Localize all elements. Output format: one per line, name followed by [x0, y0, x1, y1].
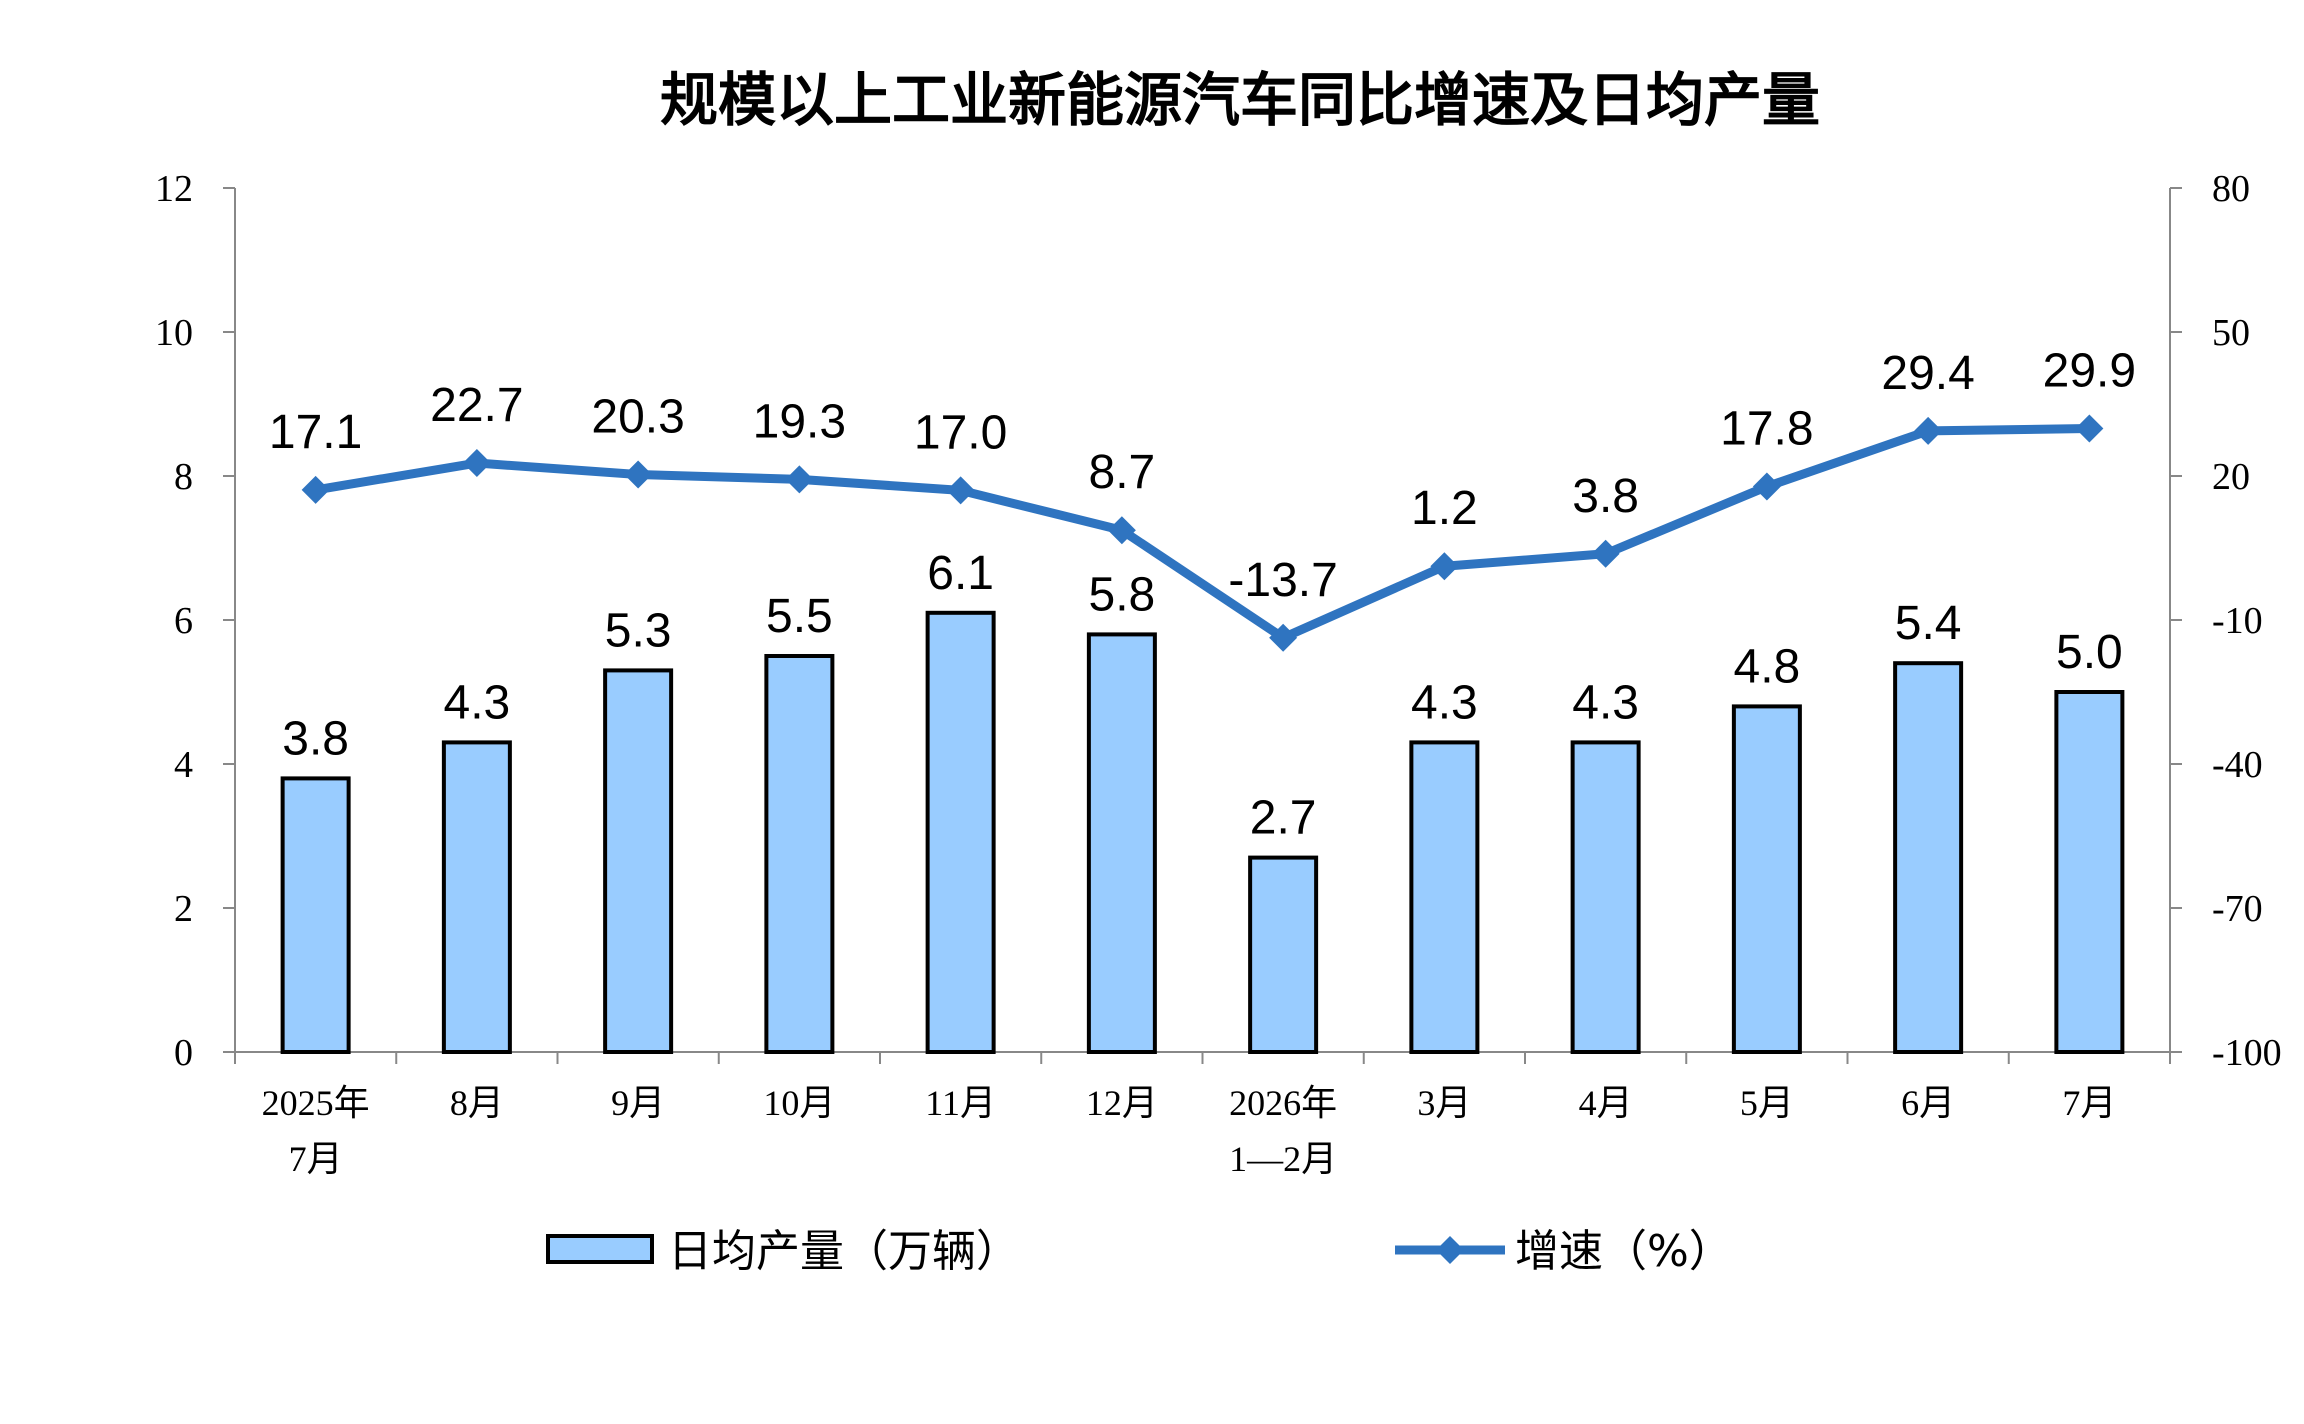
line-data-label: -13.7 [1228, 554, 1337, 607]
x-category-label: 2026年 [1229, 1083, 1337, 1123]
x-category-label: 11月 [925, 1083, 996, 1123]
line-point-marker [1914, 416, 1943, 445]
bar [2054, 690, 2125, 1054]
y-right-tick-label: -40 [2212, 744, 2263, 786]
bar [280, 776, 351, 1055]
data-labels: 3.8 4.3 5.3 5.5 6.1 5.8 2.7 4.3 4.3 4.8 5.4 5.0 17.1… [269, 344, 2136, 844]
y-left-tick-label: 4 [174, 744, 193, 786]
line-data-label: 22.7 [430, 379, 523, 432]
y-left-tick-label: 12 [155, 168, 193, 210]
bar-data-label: 4.3 [1411, 676, 1478, 729]
line-data-label: 8.7 [1089, 446, 1156, 499]
line-data-label: 29.4 [1881, 347, 1974, 400]
y-left-tick-label: 8 [174, 456, 193, 498]
line-point-marker [2075, 414, 2104, 443]
x-category-label: 7月 [2062, 1083, 2116, 1123]
line-point-marker [1107, 516, 1136, 545]
bar [1409, 740, 1480, 1055]
bar-series [280, 610, 2125, 1055]
bar [603, 668, 674, 1055]
bar-data-label: 5.0 [2056, 626, 2123, 679]
bar [764, 654, 835, 1054]
y-left-tick-label: 0 [174, 1032, 193, 1074]
line-data-label: 17.0 [914, 406, 1007, 459]
y-left-tick-label: 10 [155, 312, 193, 354]
bar [1248, 855, 1319, 1054]
x-category-label: 12月 [1086, 1083, 1158, 1123]
line-point-marker [462, 449, 491, 478]
x-category-label: 3月 [1417, 1083, 1471, 1123]
bar [1086, 632, 1157, 1055]
line-series [301, 414, 2104, 652]
line-point-marker [1591, 539, 1620, 568]
line-data-label: 20.3 [591, 391, 684, 444]
bar-data-label: 5.3 [605, 604, 672, 657]
x-category-label: 1—2月 [1229, 1139, 1337, 1179]
line-point-marker [785, 465, 814, 494]
x-category-label: 4月 [1579, 1083, 1633, 1123]
x-category-label: 9月 [611, 1083, 665, 1123]
line-data-label: 17.8 [1720, 403, 1813, 456]
bar-data-label: 5.4 [1895, 597, 1962, 650]
line-data-label: 1.2 [1411, 482, 1478, 535]
bar [1731, 704, 1802, 1055]
bar-data-label: 4.8 [1734, 640, 1801, 693]
x-category-label: 10月 [763, 1083, 835, 1123]
bar [441, 740, 512, 1055]
x-category-label: 8月 [450, 1083, 504, 1123]
y-left-tick-label: 6 [174, 600, 193, 642]
line-data-label: 19.3 [753, 395, 846, 448]
line-point-marker [946, 476, 975, 505]
line-point-marker [1752, 472, 1781, 501]
line-point-marker [1430, 552, 1459, 581]
bar-data-label: 5.5 [766, 590, 833, 643]
line-point-marker [1269, 623, 1298, 652]
bar-data-label: 3.8 [282, 712, 349, 765]
legend-bar-label: 日均产量（万辆） [668, 1226, 1020, 1277]
bar-data-label: 5.8 [1089, 568, 1156, 621]
y-right-tick-label: 50 [2212, 312, 2250, 354]
chart-title: 规模以上工业新能源汽车同比增速及日均产量 [660, 66, 1820, 134]
y-right-tick-label: -100 [2212, 1032, 2282, 1074]
y-right-tick-label: -10 [2212, 600, 2263, 642]
y-right-tick-label: 80 [2212, 168, 2250, 210]
y-right-tick-label: -70 [2212, 888, 2263, 930]
bar-data-label: 4.3 [1572, 676, 1639, 729]
x-category-label: 5月 [1740, 1083, 1794, 1123]
bar-data-label: 4.3 [444, 676, 511, 729]
line-data-label: 17.1 [269, 406, 362, 459]
bar-data-label: 6.1 [927, 547, 994, 600]
line-data-label: 3.8 [1572, 470, 1639, 523]
legend: 日均产量（万辆） 增速（%） [546, 1226, 1733, 1277]
x-category-label: 7月 [289, 1139, 343, 1179]
axes: 0 2 4 6 8 10 12 -100 -70 -40 -10 20 50 80 2025年 7月 8月 9月 1… [155, 168, 2282, 1179]
bar [925, 610, 996, 1054]
legend-line-label: 增速（%） [1515, 1226, 1733, 1277]
y-right-tick-label: 20 [2212, 456, 2250, 498]
legend-bar-swatch [546, 1234, 654, 1264]
x-category-label: 2025年 [262, 1083, 370, 1123]
line-point-marker [624, 460, 653, 489]
y-left-tick-label: 2 [174, 888, 193, 930]
line-data-label: 29.9 [2043, 344, 2136, 397]
bar [1570, 740, 1641, 1055]
line-point-marker [301, 475, 330, 504]
bar [1893, 661, 1964, 1054]
bar-data-label: 2.7 [1250, 792, 1317, 845]
legend-line-marker [1436, 1236, 1464, 1264]
growth-line [314, 423, 2090, 643]
x-category-label: 6月 [1901, 1083, 1955, 1123]
